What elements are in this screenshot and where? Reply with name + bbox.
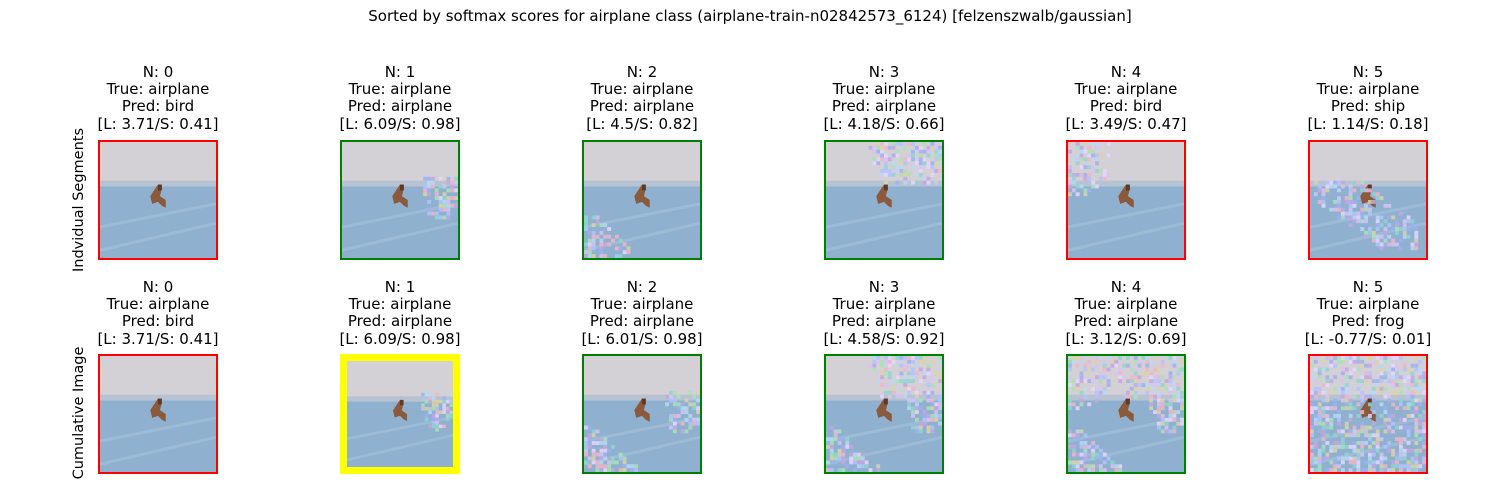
panel-title-true-label: True: airplane: [1074, 80, 1178, 99]
panel-title-score: [L: 6.01/S: 0.98]: [581, 329, 703, 348]
panel-title: N: 4 True: airplane Pred: airplane [L: 3.12…: [1026, 278, 1226, 348]
panel-title-index: N: 5: [1352, 278, 1384, 296]
panel-title-true-label: True: airplane: [1316, 295, 1420, 314]
panel-title-index: N: 2: [626, 63, 658, 81]
panel-title-score: [L: 4.18/S: 0.66]: [823, 114, 945, 133]
row-label: Indvidual Segments: [71, 127, 87, 273]
panel-title-pred-label: Pred: airplane: [831, 312, 937, 331]
panel-title-index: N: 3: [868, 278, 900, 296]
segment-thumbnail: [824, 140, 944, 260]
segment-thumbnail: [1308, 140, 1428, 260]
panel-title-score: [L: 3.49/S: 0.47]: [1065, 114, 1187, 133]
segment-thumbnail: [582, 140, 702, 260]
panel-title-true-label: True: airplane: [348, 80, 452, 99]
panel-title-index: N: 4: [1110, 63, 1142, 81]
segment-thumbnail: [98, 140, 218, 260]
panel-title-score: [L: 3.12/S: 0.69]: [1065, 329, 1187, 348]
panel-title-index: N: 0: [142, 278, 174, 296]
panel-title-score: [L: 3.71/S: 0.41]: [97, 329, 219, 348]
panel-title-index: N: 2: [626, 278, 658, 296]
panel-title-pred-label: Pred: airplane: [589, 312, 695, 331]
segment-thumbnail: [340, 354, 460, 474]
segment-thumbnail: [98, 354, 218, 474]
panel-title: N: 5 True: airplane Pred: ship [L: 1.14/S: …: [1268, 63, 1468, 133]
segment-thumbnail: [1308, 354, 1428, 474]
panel-title: N: 0 True: airplane Pred: bird [L: 3.71/S: …: [58, 63, 258, 133]
panel-title-pred-label: Pred: bird: [1089, 97, 1163, 116]
panel-title-pred-label: Pred: frog: [1331, 312, 1405, 331]
panel-title-pred-label: Pred: bird: [121, 97, 195, 116]
panel-title: N: 3 True: airplane Pred: airplane [L: 4.58…: [784, 278, 984, 348]
figure-title: Sorted by softmax scores for airplane cl…: [368, 7, 1132, 25]
panel-title-score: [L: -0.77/S: 0.01]: [1304, 329, 1432, 348]
segment-thumbnail: [1066, 140, 1186, 260]
segment-thumbnail: [824, 354, 944, 474]
panel-title: N: 2 True: airplane Pred: airplane [L: 6.01…: [542, 278, 742, 348]
panel-title-pred-label: Pred: airplane: [347, 312, 453, 331]
panel-title: N: 1 True: airplane Pred: airplane [L: 6.09…: [300, 278, 500, 348]
panel-title: N: 4 True: airplane Pred: bird [L: 3.49/S: …: [1026, 63, 1226, 133]
panel-title-pred-label: Pred: airplane: [347, 97, 453, 116]
panel-title-true-label: True: airplane: [1316, 80, 1420, 99]
panel-title-pred-label: Pred: airplane: [589, 97, 695, 116]
panel-title-score: [L: 4.58/S: 0.92]: [823, 329, 945, 348]
panel-title-true-label: True: airplane: [106, 80, 210, 99]
panel-title-true-label: True: airplane: [832, 80, 936, 99]
segment-thumbnail: [1066, 354, 1186, 474]
segment-thumbnail: [340, 140, 460, 260]
panel-title: N: 2 True: airplane Pred: airplane [L: 4.5/…: [542, 63, 742, 133]
panel-title: N: 3 True: airplane Pred: airplane [L: 4.18…: [784, 63, 984, 133]
panel-title-pred-label: Pred: airplane: [831, 97, 937, 116]
panel-title-score: [L: 6.09/S: 0.98]: [339, 114, 461, 133]
panel-title-true-label: True: airplane: [590, 80, 694, 99]
panel-title-pred-label: Pred: ship: [1330, 97, 1406, 116]
panel-title-true-label: True: airplane: [106, 295, 210, 314]
panel-title: N: 5 True: airplane Pred: frog [L: -0.77/S:…: [1268, 278, 1468, 348]
panel-title-score: [L: 1.14/S: 0.18]: [1307, 114, 1429, 133]
panel-title-index: N: 4: [1110, 278, 1142, 296]
panel-title: N: 0 True: airplane Pred: bird [L: 3.71/S: …: [58, 278, 258, 348]
row-label: Cumulative Image: [71, 346, 87, 480]
panel-title-true-label: True: airplane: [348, 295, 452, 314]
panel-title-true-label: True: airplane: [1074, 295, 1178, 314]
panel-title-true-label: True: airplane: [832, 295, 936, 314]
panel-title-score: [L: 3.71/S: 0.41]: [97, 114, 219, 133]
panel-title-true-label: True: airplane: [590, 295, 694, 314]
panel-title-index: N: 5: [1352, 63, 1384, 81]
panel-title-pred-label: Pred: airplane: [1073, 312, 1179, 331]
panel-title: N: 1 True: airplane Pred: airplane [L: 6.09…: [300, 63, 500, 133]
panel-title-score: [L: 6.09/S: 0.98]: [339, 329, 461, 348]
panel-title-pred-label: Pred: bird: [121, 312, 195, 331]
segment-thumbnail: [582, 354, 702, 474]
panel-title-index: N: 1: [384, 63, 416, 81]
panel-title-index: N: 1: [384, 278, 416, 296]
panel-title-score: [L: 4.5/S: 0.82]: [586, 114, 698, 133]
panel-title-index: N: 0: [142, 63, 174, 81]
panel-title-index: N: 3: [868, 63, 900, 81]
